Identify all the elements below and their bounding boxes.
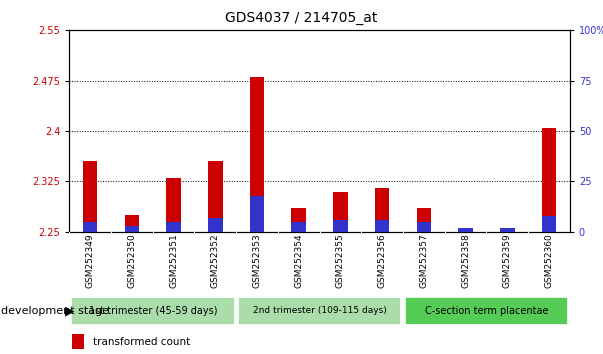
Text: GSM252359: GSM252359 [503, 234, 512, 289]
Bar [405, 297, 568, 325]
Bar [71, 297, 235, 325]
Bar [291, 222, 306, 232]
Bar [417, 222, 431, 232]
Text: GDS4037 / 214705_at: GDS4037 / 214705_at [226, 11, 377, 25]
Bar [417, 208, 431, 232]
Bar [541, 128, 557, 232]
Text: GSM252360: GSM252360 [545, 234, 554, 289]
Text: C-section term placentae: C-section term placentae [425, 306, 548, 316]
Bar [166, 222, 181, 232]
Bar [238, 297, 402, 325]
Bar [125, 215, 139, 232]
Text: development stage: development stage [1, 306, 109, 316]
Text: GSM252355: GSM252355 [336, 234, 345, 289]
Text: GSM252352: GSM252352 [211, 234, 220, 289]
Text: GSM252357: GSM252357 [419, 234, 428, 289]
Bar [458, 228, 473, 232]
Text: GSM252350: GSM252350 [127, 234, 136, 289]
Bar [83, 222, 98, 232]
Bar [291, 208, 306, 232]
Text: 2nd trimester (109-115 days): 2nd trimester (109-115 days) [253, 306, 387, 315]
Bar [375, 188, 390, 232]
Bar [458, 230, 473, 232]
Bar [333, 192, 348, 232]
Bar [250, 195, 264, 232]
Bar [208, 218, 223, 232]
Bar [208, 161, 223, 232]
Text: GSM252354: GSM252354 [294, 234, 303, 289]
Text: 1st trimester (45-59 days): 1st trimester (45-59 days) [89, 306, 217, 316]
Bar [375, 220, 390, 232]
Text: GSM252356: GSM252356 [377, 234, 387, 289]
Bar [500, 228, 514, 232]
Bar [500, 230, 514, 232]
Bar [166, 178, 181, 232]
Text: GSM252353: GSM252353 [253, 234, 262, 289]
Text: ▶: ▶ [65, 304, 75, 317]
Text: GSM252351: GSM252351 [169, 234, 178, 289]
Bar [541, 216, 557, 232]
Text: GSM252349: GSM252349 [86, 234, 95, 289]
Bar [72, 334, 84, 349]
Bar [333, 220, 348, 232]
Text: transformed count: transformed count [93, 337, 191, 347]
Bar [125, 226, 139, 232]
Bar [250, 77, 264, 232]
Text: GSM252358: GSM252358 [461, 234, 470, 289]
Bar [83, 161, 98, 232]
